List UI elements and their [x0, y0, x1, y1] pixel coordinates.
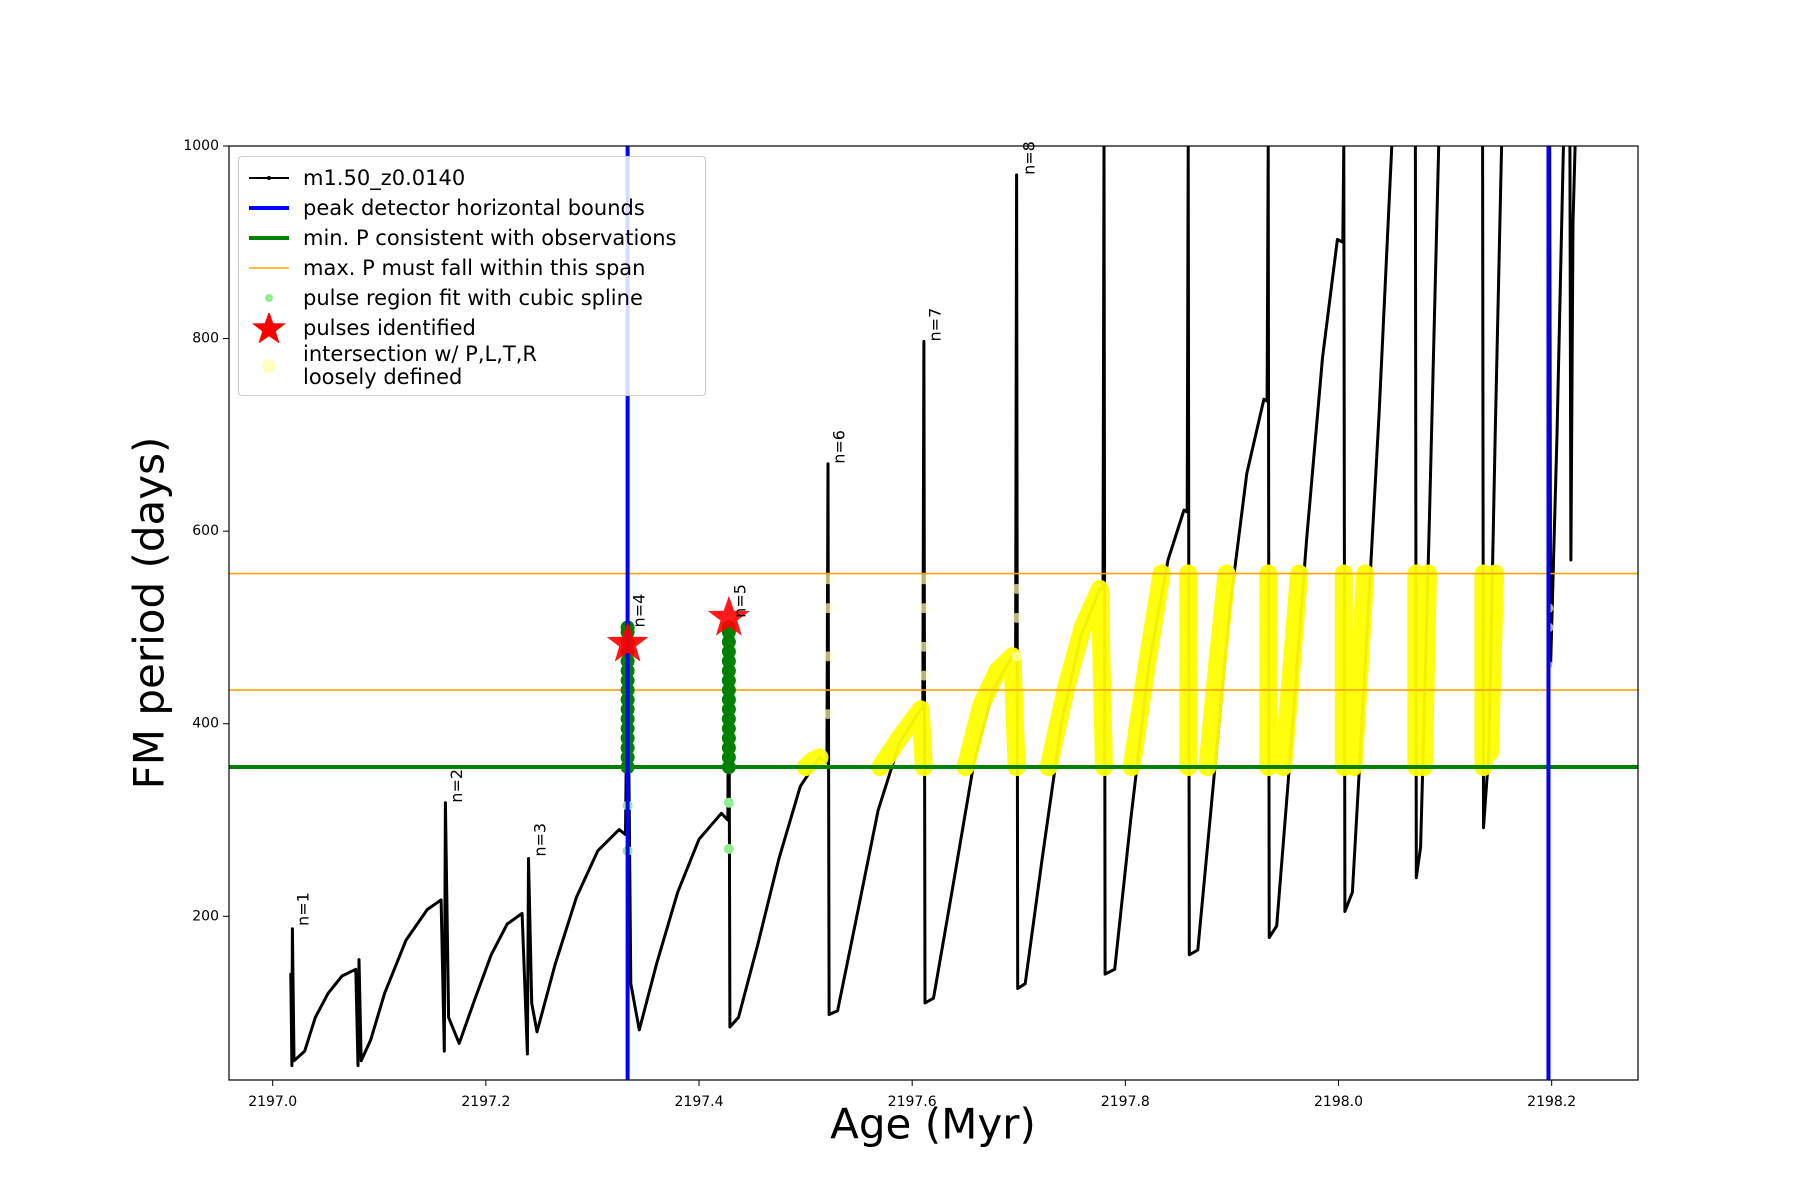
annotation: n=2 — [447, 769, 466, 803]
legend-label: min. P consistent with observations — [303, 225, 677, 250]
legend-symbol — [262, 359, 276, 373]
x-tick-label: 2197.2 — [461, 1094, 510, 1110]
legend-entry: min. P consistent with observations — [247, 223, 697, 253]
scatter-point — [721, 683, 736, 698]
scatter-point — [1011, 583, 1022, 594]
scatter-point — [721, 692, 736, 707]
highlight-band — [796, 564, 1505, 777]
annotation: n=6 — [830, 430, 849, 464]
annotation: n=5 — [731, 584, 750, 618]
annotation: n=4 — [629, 594, 648, 628]
legend-symbol — [265, 294, 273, 302]
y-tick-label: 600 — [192, 523, 219, 539]
legend-swatch — [251, 313, 287, 343]
y-tick-label: 800 — [192, 331, 219, 347]
legend-swatch — [249, 236, 289, 240]
legend-symbol — [267, 176, 271, 180]
y-tick-label: 1000 — [183, 138, 219, 154]
legend-symbol — [251, 313, 287, 343]
scatter-point — [822, 603, 833, 614]
scatter-point — [721, 702, 736, 717]
star-marker — [606, 621, 649, 662]
annotation: n=3 — [530, 823, 549, 857]
legend-label: m1.50_z0.0140 — [303, 165, 466, 190]
legend-swatch — [249, 206, 289, 210]
scatter-point — [721, 740, 736, 755]
x-tick-label: 2197.0 — [248, 1094, 297, 1110]
plot-area — [229, 146, 1638, 1080]
scatter-point — [721, 673, 736, 688]
scatter-point — [822, 709, 833, 720]
scatter-point — [1011, 651, 1022, 662]
scatter-point — [723, 843, 734, 854]
annotation: n=8 — [1019, 141, 1038, 175]
x-axis-label: Age (Myr) — [830, 1100, 1036, 1149]
legend-label: intersection w/ P,L,T,R loosely defined — [303, 342, 537, 389]
scatter-point — [918, 603, 929, 614]
legend-entry: intersection w/ P,L,T,R loosely defined — [247, 343, 697, 389]
scatter-point — [918, 574, 929, 585]
x-tick-label: 2197.4 — [675, 1094, 724, 1110]
annotation: n=1 — [294, 892, 313, 926]
x-tick-label: 2198.2 — [1527, 1094, 1576, 1110]
scatter-point — [822, 574, 833, 585]
scatter-point — [721, 634, 736, 649]
legend-entry: peak detector horizontal bounds — [247, 193, 697, 223]
y-tick-label: 400 — [192, 716, 219, 732]
legend-swatch — [249, 176, 289, 180]
legend-label: max. P must fall within this span — [303, 255, 646, 280]
legend-label: pulse region fit with cubic spline — [303, 285, 643, 310]
legend-entry: pulse region fit with cubic spline — [247, 283, 697, 313]
scatter-point — [822, 651, 833, 662]
x-tick-label: 2198.0 — [1314, 1094, 1363, 1110]
legend-entry: max. P must fall within this span — [247, 253, 697, 283]
scatter-point — [721, 731, 736, 746]
x-tick-label: 2197.8 — [1101, 1094, 1150, 1110]
legend-swatch — [249, 267, 289, 269]
annotation: n=7 — [926, 308, 945, 342]
legend-label: pulses identified — [303, 315, 476, 340]
x-tick-label: 2197.6 — [888, 1094, 937, 1110]
plot-frame — [228, 145, 1639, 1081]
scatter-point — [721, 711, 736, 726]
scatter-point — [721, 644, 736, 659]
scatter-point — [721, 721, 736, 736]
y-axis-label: FM period (days) — [125, 437, 174, 790]
legend-label: peak detector horizontal bounds — [303, 195, 645, 220]
scatter-point — [918, 641, 929, 652]
scatter-point — [721, 750, 736, 765]
scatter-point — [721, 654, 736, 669]
scatter-point — [723, 797, 734, 808]
scatter-point — [721, 760, 736, 775]
y-tick-label: 200 — [192, 908, 219, 924]
scatter-point — [721, 663, 736, 678]
legend-swatch — [265, 294, 273, 302]
star-marker — [707, 595, 750, 636]
legend-swatch — [262, 359, 276, 373]
legend-entry: m1.50_z0.0140 — [247, 163, 697, 193]
scatter-point — [1011, 612, 1022, 623]
legend-entry: pulses identified — [247, 313, 697, 343]
scatter-point — [918, 670, 929, 681]
